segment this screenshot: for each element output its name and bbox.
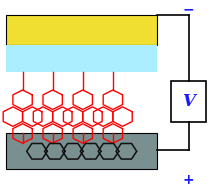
Bar bbox=[6, 133, 157, 169]
Bar bbox=[171, 81, 206, 122]
Text: −: − bbox=[183, 2, 195, 16]
Bar bbox=[6, 45, 157, 72]
Text: +: + bbox=[183, 173, 195, 187]
Text: V: V bbox=[182, 93, 195, 110]
Bar bbox=[6, 15, 157, 45]
